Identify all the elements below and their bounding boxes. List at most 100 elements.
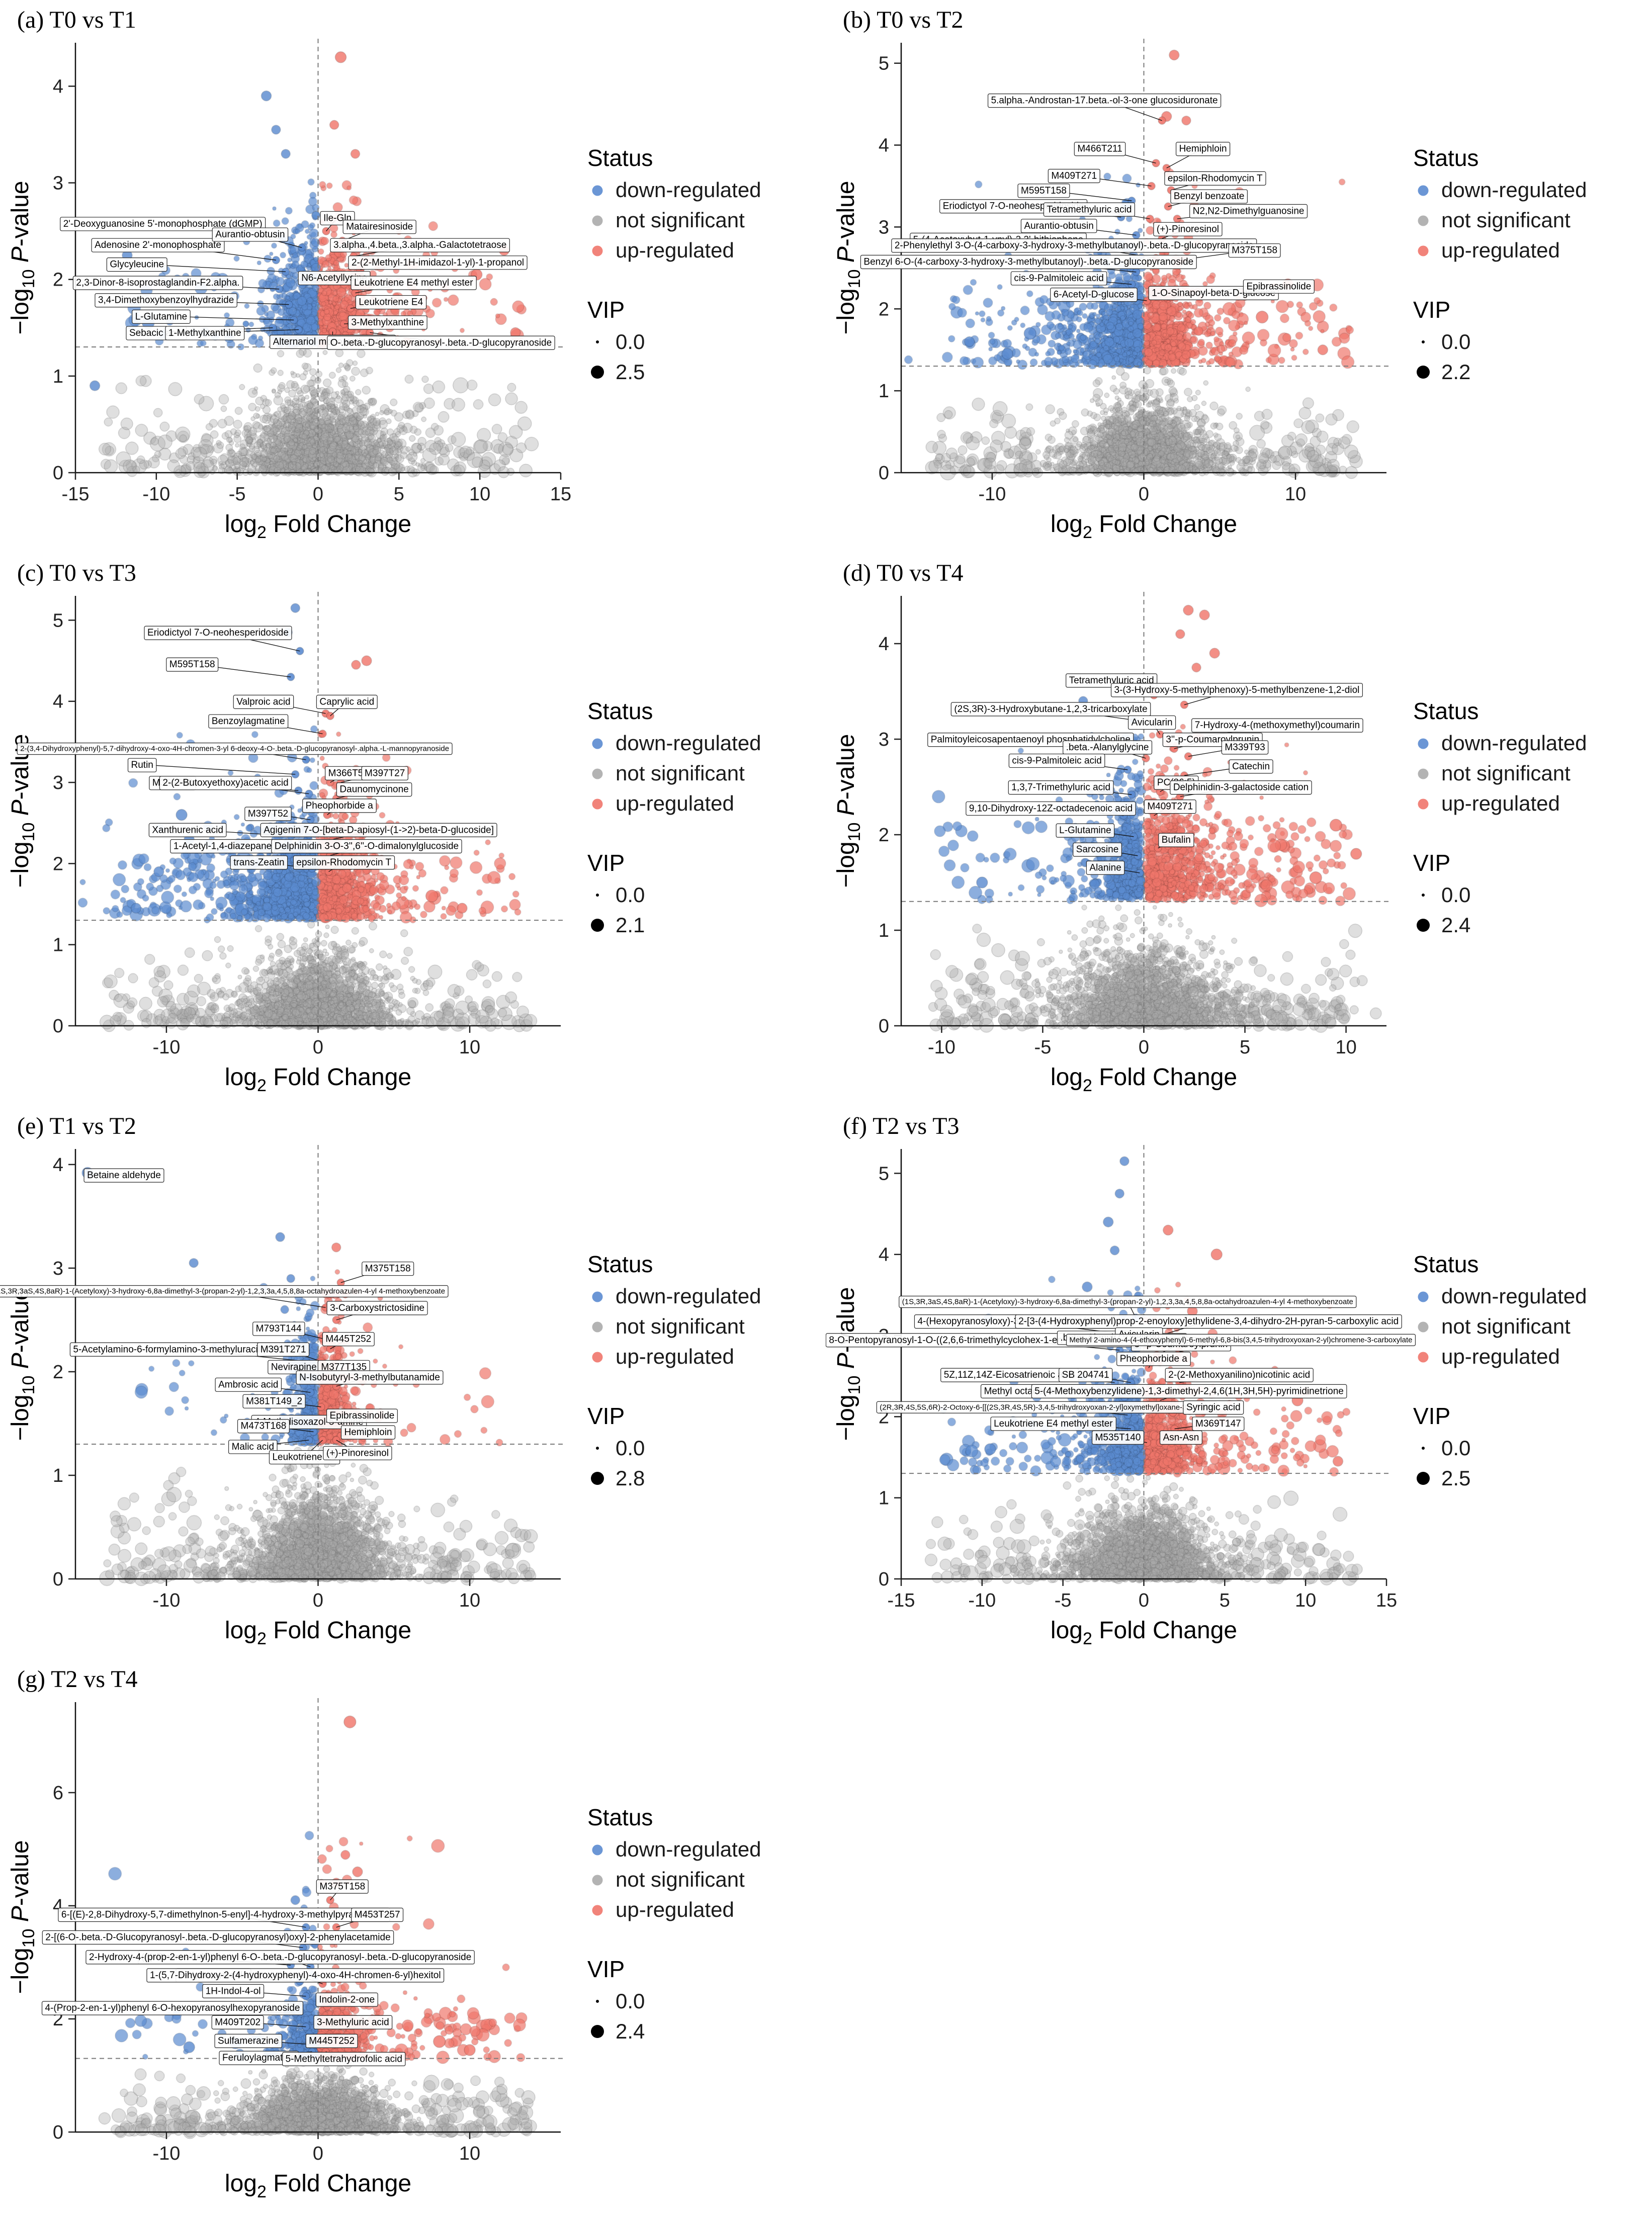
x-axis-title: log2 Fold Change: [225, 1617, 411, 1648]
svg-text:4: 4: [879, 634, 889, 655]
svg-text:3-Carboxystrictosidine: 3-Carboxystrictosidine: [330, 1303, 424, 1313]
legend-dot-not_significant: [592, 215, 603, 226]
annotation: 5.alpha.-Androstan-17.beta.-ol-3-one glu…: [987, 94, 1222, 108]
svg-text:9,10-Dihydroxy-12Z-octadecenoi: 9,10-Dihydroxy-12Z-octadecenoic acid: [969, 803, 1133, 814]
svg-text:M595T158: M595T158: [1021, 186, 1067, 196]
annotation: 3-(3-Hydroxy-5-methylphenoxy)-5-methylbe…: [1110, 683, 1363, 697]
vip-min-label: 0.0: [616, 1989, 645, 2013]
annotation: M445T252: [322, 1332, 375, 1347]
legend-dot-down: [592, 185, 603, 196]
annotation: M381T149_2: [242, 1394, 306, 1408]
annotations-layer: Tetramethyluric acid3-(3-Hydroxy-5-methy…: [927, 673, 1363, 875]
annotations-layer: 2'-Deoxyguanosine 5'-monophosphate (dGMP…: [60, 211, 555, 350]
svg-text:2,3-Dinor-8-isoprostaglandin-F: 2,3-Dinor-8-isoprostaglandin-F2.alpha.: [76, 278, 239, 288]
annotation: (1S,3R,3aS,4S,8aR)-1-(Acetyloxy)-3-hydro…: [0, 1285, 449, 1298]
vip-min-label: 0.0: [1441, 1436, 1470, 1460]
svg-text:7-Hydroxy-4-(methoxymethyl)cou: 7-Hydroxy-4-(methoxymethyl)coumarin: [1195, 720, 1360, 731]
annotation: Hemiphloin: [1175, 142, 1231, 156]
svg-text:M409T271: M409T271: [1051, 170, 1097, 181]
annotation: Avicularin: [1127, 715, 1176, 730]
svg-text:Avicularin: Avicularin: [1132, 717, 1173, 728]
svg-text:M369T147: M369T147: [1195, 1419, 1241, 1429]
svg-text:Xanthurenic acid: Xanthurenic acid: [152, 825, 223, 835]
vip-dot-min: [596, 1447, 599, 1450]
vip-min-label: 0.0: [616, 883, 645, 907]
vip-max-label: 2.1: [616, 913, 645, 937]
annotation: 1H-Indol-4-ol: [202, 1984, 265, 1999]
vip-dot-min: [1422, 340, 1425, 343]
annotation: M595T158: [166, 657, 219, 672]
legend-dot-up: [592, 1352, 603, 1363]
annotations-layer: Eriodictyol 7-O-neohesperidoside M595T158…: [17, 626, 497, 870]
annotation: 2-(2-Methyl-1H-imidazol-1-yl)-1-propanol: [348, 255, 528, 270]
legend-item-label: down-regulated: [616, 731, 761, 755]
annotation: 5-(4-Methoxybenzylidene)-1,3-dimethyl-2,…: [1031, 1384, 1347, 1398]
svg-text:Valproic acid: Valproic acid: [236, 696, 290, 707]
annotation: 1-(5,7-Dihydroxy-2-(4-hydroxyphenyl)-4-o…: [146, 1968, 445, 1983]
svg-text:M397T27: M397T27: [365, 768, 405, 778]
x-axis-title: log2 Fold Change: [1051, 1617, 1237, 1648]
annotation: Caprylic acid: [316, 694, 378, 709]
svg-text:0: 0: [313, 1590, 323, 1611]
svg-text:Leukotriene E4: Leukotriene E4: [359, 297, 423, 308]
vip-dot-max: [591, 366, 604, 379]
svg-text:Caprylic acid: Caprylic acid: [319, 696, 374, 707]
svg-text:Adenosine 2'-monophosphate: Adenosine 2'-monophosphate: [95, 240, 221, 250]
svg-text:Indolin-2-one: Indolin-2-one: [319, 1994, 375, 2005]
svg-text:10: 10: [1285, 484, 1306, 505]
svg-text:0: 0: [53, 1016, 63, 1037]
annotation: 2-(3,4-Dihydroxyphenyl)-5,7-dihydroxy-4-…: [17, 742, 453, 755]
svg-text:6-Acetyl-D-glucose: 6-Acetyl-D-glucose: [1054, 290, 1135, 300]
svg-text:1-Acetyl-1,4-diazepane: 1-Acetyl-1,4-diazepane: [173, 841, 272, 852]
annotation: M339T93: [1221, 740, 1269, 755]
svg-text:0: 0: [313, 2143, 323, 2164]
legend-dot-down: [1418, 185, 1429, 196]
svg-text:5Z,11Z,14Z-Eicosatrienoic acid: 5Z,11Z,14Z-Eicosatrienoic acid: [944, 1370, 1076, 1380]
svg-text:2-(2-Methyl-1H-imidazol-1-yl)-: 2-(2-Methyl-1H-imidazol-1-yl)-1-propanol: [352, 257, 524, 268]
vip-max-label: 2.4: [1441, 913, 1470, 937]
svg-text:Methyl 2-amino-4-(4-ethoxyphen: Methyl 2-amino-4-(4-ethoxyphenyl)-6-meth…: [1070, 1336, 1413, 1344]
svg-text:1-Methylxanthine: 1-Methylxanthine: [168, 328, 241, 338]
annotation: 2-(2-Methoxyanilino)nicotinic acid: [1165, 1368, 1314, 1382]
legend-dot-down: [1418, 1291, 1429, 1302]
svg-text:-10: -10: [928, 1037, 955, 1058]
annotation: 9,10-Dihydroxy-12Z-octadecenoic acid: [966, 801, 1136, 816]
x-axis: -10 -5 0 5 10 log2 Fold Change: [901, 1025, 1386, 1095]
vip-dot-min: [1422, 894, 1425, 897]
legend-vip-title: VIP: [1413, 850, 1450, 876]
svg-text:Hemiphloin: Hemiphloin: [1179, 144, 1227, 154]
vip-max-label: 2.5: [1441, 1466, 1470, 1490]
svg-text:Ambrosic acid: Ambrosic acid: [218, 1379, 278, 1390]
x-axis: -15 -10 -5 0 5 10 15 log2 Fold Change: [62, 472, 571, 542]
legend-status-title: Status: [587, 698, 653, 724]
panel-d: (d) T0 vs T4 -10 -5 0 5 10 log2 Fold Change 0 1…: [826, 553, 1651, 1106]
vip-min-label: 0.0: [616, 330, 645, 353]
x-axis-title: log2 Fold Change: [225, 2170, 411, 2201]
svg-text:Pheophorbide a: Pheophorbide a: [1120, 1354, 1188, 1364]
annotation: M453T257: [351, 1907, 404, 1922]
legend-item-label: up-regulated: [616, 1898, 734, 1921]
annotation: O-.beta.-D-glucopyranosyl-.beta.-D-gluco…: [327, 335, 555, 350]
legend-dot-down: [592, 738, 603, 749]
vip-dot-max: [1417, 366, 1430, 379]
y-axis-title: −log10 P-value: [7, 1840, 38, 1994]
svg-text:3: 3: [53, 772, 63, 793]
x-axis-title: log2 Fold Change: [225, 511, 411, 542]
svg-text:15: 15: [1376, 1590, 1397, 1611]
annotation: cis-9-Palmitoleic acid: [1008, 753, 1105, 768]
svg-text:Bufalin: Bufalin: [1162, 835, 1191, 845]
svg-text:2: 2: [53, 270, 63, 291]
y-axis: 0 1 2 3 4 5 −log10 P-value: [7, 596, 76, 1037]
annotation: Sulfamerazine: [214, 2033, 283, 2049]
svg-text:Epibrassinolide: Epibrassinolide: [330, 1410, 395, 1421]
annotation: Malic acid: [228, 1440, 278, 1454]
svg-text:1H-Indol-4-ol: 1H-Indol-4-ol: [206, 1986, 261, 1996]
legend-item-label: not significant: [616, 761, 745, 785]
annotations-layer: 5.alpha.-Androstan-17.beta.-ol-3-one glu…: [860, 94, 1315, 302]
panel-title: (c) T0 vs T3: [17, 560, 136, 586]
annotation: Catechin: [1229, 759, 1273, 774]
svg-text:Syringic acid: Syringic acid: [1186, 1402, 1241, 1413]
svg-text:L-Glutamine: L-Glutamine: [135, 311, 188, 322]
legend-status-title: Status: [587, 145, 653, 171]
annotation: trans-Zeatin: [230, 855, 288, 870]
